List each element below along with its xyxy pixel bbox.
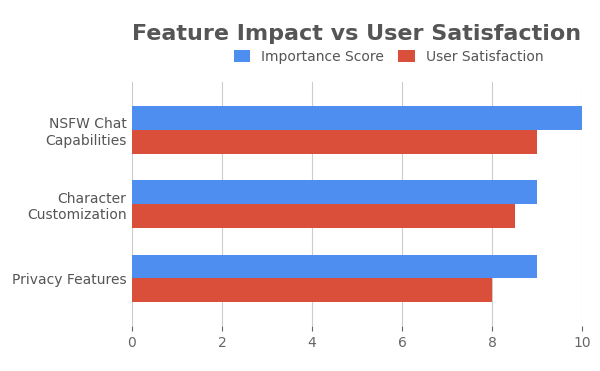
Y-axis label: Feature: Feature <box>0 175 1 233</box>
Bar <box>132 204 515 228</box>
Bar <box>132 278 492 302</box>
Bar <box>132 255 537 278</box>
Bar <box>132 130 537 154</box>
Bar <box>132 180 537 204</box>
Bar <box>132 106 582 130</box>
Legend: Importance Score, User Satisfaction: Importance Score, User Satisfaction <box>228 45 549 70</box>
Text: Feature Impact vs User Satisfaction: Feature Impact vs User Satisfaction <box>132 24 581 44</box>
